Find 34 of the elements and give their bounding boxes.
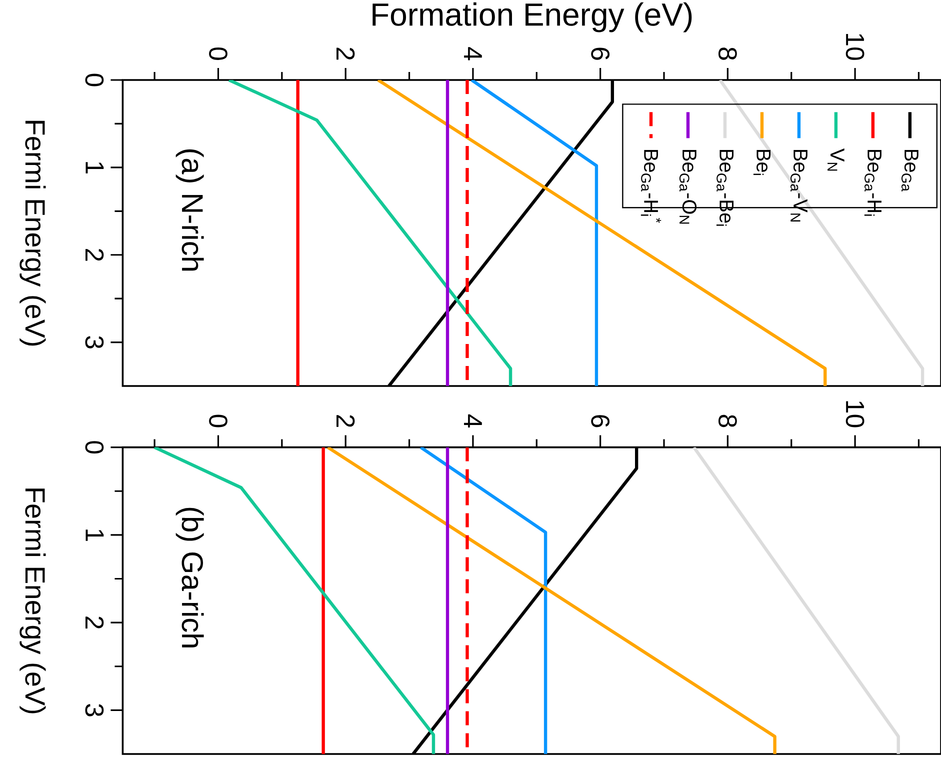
- x-tick-label: 10: [846, 401, 864, 428]
- y-tick-label: 3: [85, 336, 104, 348]
- annotation: (b) Ga-rich: [176, 508, 204, 648]
- x-tick-label: 6: [591, 415, 610, 428]
- x-tick-label: 0: [209, 47, 228, 60]
- y-tick-label: 0: [85, 74, 104, 86]
- legend-label: Be$_{Ga}$-H$_{i}$*: [640, 150, 662, 223]
- y-tick-label: 2: [85, 248, 104, 261]
- x-tick-label: 8: [718, 48, 737, 60]
- x-axis-title: Formation Energy (eV): [372, 2, 692, 32]
- x-tick-label: 2: [336, 48, 355, 60]
- x-tick-label: 6: [591, 48, 610, 60]
- y-axis-title: Fermi Energy (eV): [20, 120, 46, 346]
- y-axis-title: Fermi Energy (eV): [20, 488, 46, 714]
- x-tick-label: 4: [464, 47, 482, 60]
- legend-label: Be$_{Ga}$-Be$_{i}$: [716, 150, 734, 226]
- annotation: (a) N-rich: [176, 149, 204, 271]
- legend-label: V$_{N}$: [828, 148, 844, 171]
- x-tick-label: 10: [846, 34, 864, 60]
- legend-label: Be$_{Ga}$-O$_{N}$: [679, 150, 697, 224]
- legend-label: Be$_{Ga}$-H$_{i}$: [864, 150, 882, 216]
- y-tick-label: 1: [86, 530, 104, 541]
- x-tick-label: 8: [718, 414, 737, 428]
- line-series: [227, 80, 512, 386]
- y-tick-label: 3: [85, 704, 104, 716]
- x-tick-label: 0: [209, 414, 228, 428]
- x-tick-label: 2: [336, 415, 355, 427]
- line-series: [152, 447, 436, 754]
- x-tick-label: 4: [464, 414, 482, 428]
- legend-label: Be$_{Ga}$: [901, 150, 918, 192]
- y-tick-label: 2: [85, 616, 104, 628]
- y-tick-label: 1: [86, 162, 104, 174]
- y-tick-label: 0: [85, 441, 104, 454]
- legend-label: Be$_{i}$: [753, 150, 770, 175]
